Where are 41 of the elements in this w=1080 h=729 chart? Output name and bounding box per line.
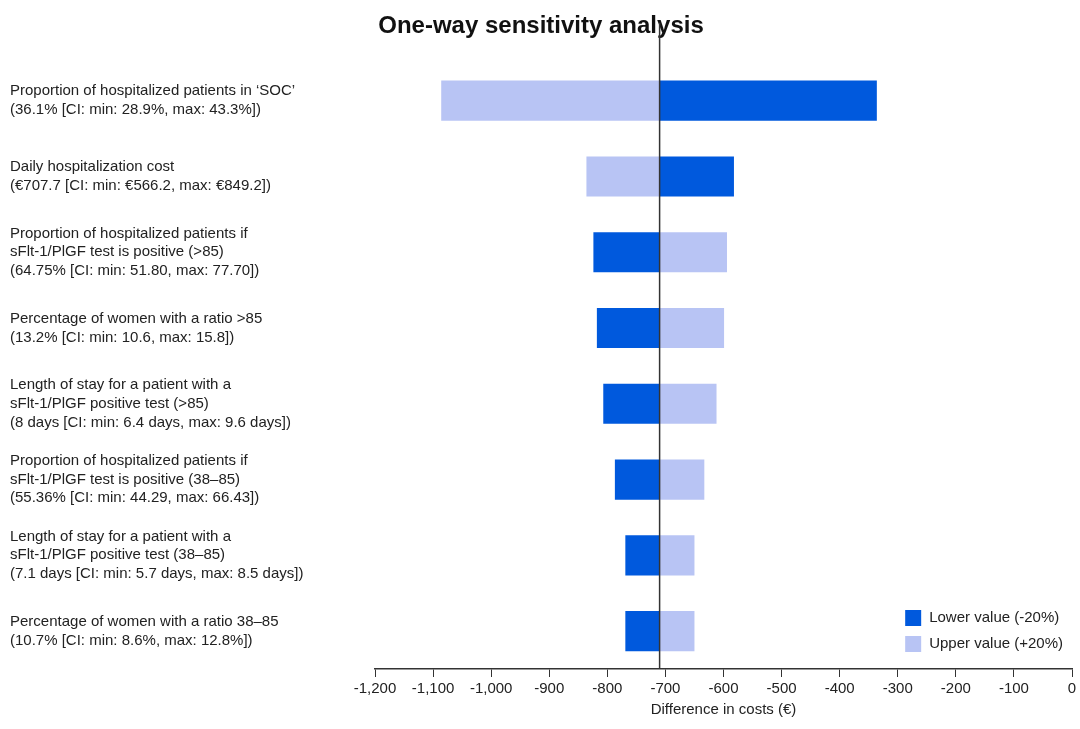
bar [625,611,660,652]
bar [659,535,695,576]
x-tick-label: -700 [650,679,681,697]
y-tick-label: Proportion of hospitalized patients if sFlt-1/PlGF test is positive (38–85) (55.36% [CI: min: 44.29, max: 66.43]) [10,450,260,506]
x-tick-label: -300 [882,679,913,697]
x-tick-label: -800 [592,679,623,697]
bar [659,611,695,652]
x-tick-label: -500 [766,679,797,697]
y-tick-label: Percentage of women with a ratio 38–85 (10.7% [CI: min: 8.6%, max: 12.8%]) [10,611,279,648]
x-tick-label: -100 [998,679,1029,697]
bar [593,232,660,273]
x-tick-label: -1,000 [469,679,513,697]
y-tick-label: Proportion of hospitalized patients if sFlt-1/PlGF test is positive (>85) (64.75% [CI: min: 51.80, max: 77.70]) [10,223,260,279]
legend-label: Lower value (-20%) [929,608,1060,626]
bar [441,80,660,121]
chart-title: One-way sensitivity analysis [378,11,704,39]
y-tick-label: Percentage of women with a ratio >85 (13.2% [CI: min: 10.6, max: 15.8]) [10,308,263,345]
bar [603,383,660,424]
bar [659,232,727,273]
bar [586,156,660,197]
y-tick-label: Length of stay for a patient with a sFlt-1/PlGF positive test (>85) (8 days [CI: min: 6.4 days, max: 9.6 days]) [10,375,291,430]
x-tick-label: -1,200 [353,679,397,697]
bar [659,383,717,424]
bar [614,459,660,500]
x-tick-label: -400 [824,679,855,697]
legend-label: Upper value (+20%) [929,634,1064,652]
bar [659,459,705,500]
y-tick-label: Daily hospitalization cost (€707.7 [CI: min: €566.2, max: €849.2]) [10,157,271,193]
y-tick-label: Proportion of hospitalized patients in ‘SOC’ (36.1% [CI: min: 28.9%, max: 43.3%]) [10,81,296,118]
bar [596,307,660,349]
x-tick-label: -200 [940,679,971,697]
y-tick-label: Length of stay for a patient with a sFlt-1/PlGF positive test (38–85) (7.1 days [CI: min: 5.7 days, max: 8.5 days]) [10,526,304,582]
bar [659,80,877,121]
x-tick-label: -600 [708,679,739,697]
x-tick-label: -900 [534,679,565,697]
bar [659,156,734,197]
x-tick-label: -1,100 [411,679,455,697]
x-axis-title: Difference in costs (€) [650,700,797,718]
bar [659,307,725,349]
x-tick-label: 0 [1067,679,1077,697]
bar [625,535,660,576]
